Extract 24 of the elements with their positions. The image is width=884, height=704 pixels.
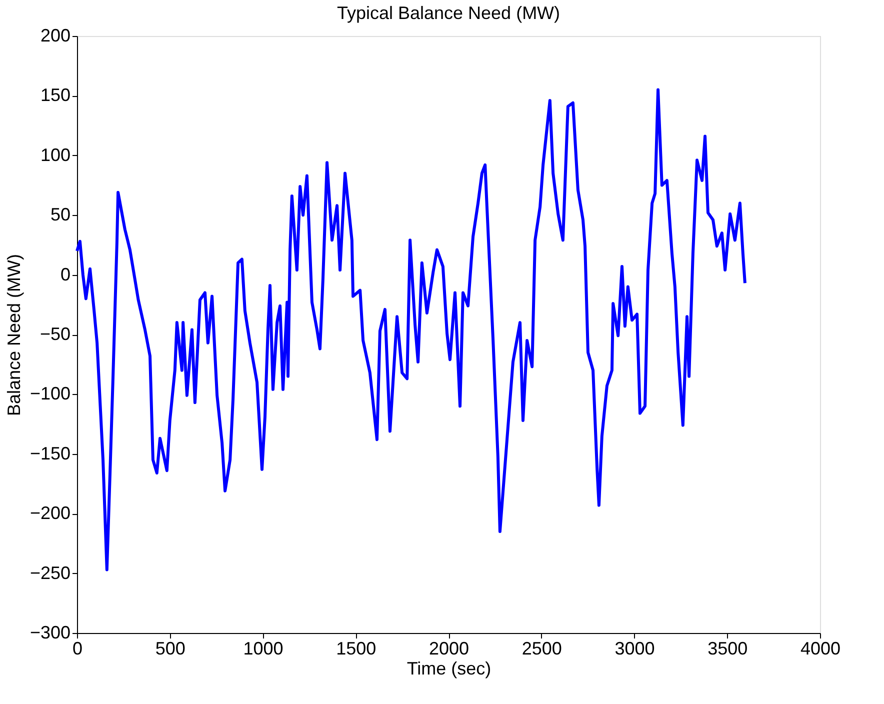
y-tick-label: 0 xyxy=(60,264,70,284)
x-tick-label: 3000 xyxy=(614,638,655,658)
y-tick-label: −250 xyxy=(30,562,70,583)
y-tick-label: −300 xyxy=(30,622,70,642)
y-tick-label: −150 xyxy=(30,443,70,464)
x-tick-label: 3500 xyxy=(708,638,748,658)
x-axis-title: Time (sec) xyxy=(406,658,492,678)
x-tick-label: 2500 xyxy=(522,638,562,658)
y-tick-label: −200 xyxy=(30,503,70,524)
x-tick-label: 0 xyxy=(72,638,83,658)
y-tick-label: 150 xyxy=(40,85,70,106)
y-tick-label: 50 xyxy=(50,204,70,225)
y-tick-label: 100 xyxy=(40,144,70,165)
x-tick-label: 4000 xyxy=(800,638,841,658)
x-tick-label: 1500 xyxy=(336,638,376,658)
y-tick-label: −50 xyxy=(40,324,70,344)
y-tick-label: −100 xyxy=(30,384,70,404)
y-axis-title: Balance Need (MW) xyxy=(4,254,24,416)
line-series xyxy=(76,88,746,572)
x-tick-label: 1000 xyxy=(243,638,284,658)
x-tick-label: 500 xyxy=(155,638,186,658)
x-tick-label: 2000 xyxy=(428,638,470,658)
y-tick-label: 200 xyxy=(40,26,70,46)
chart-title: Typical Balance Need (MW) xyxy=(336,3,560,23)
